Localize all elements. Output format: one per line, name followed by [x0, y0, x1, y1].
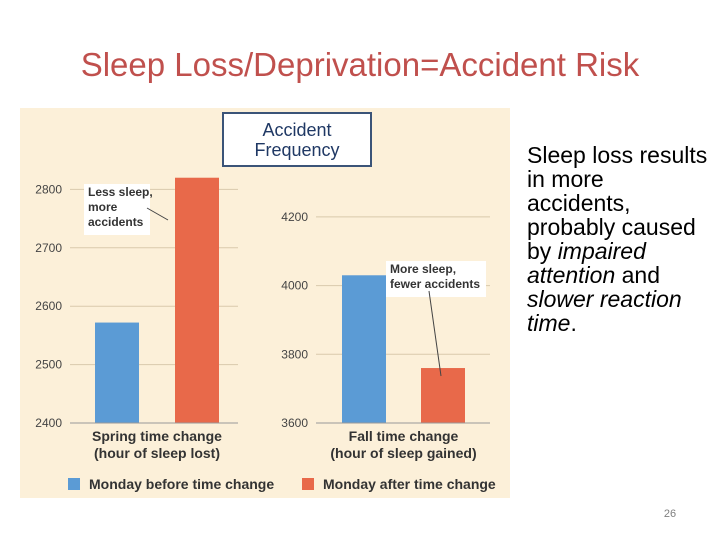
annotation-pointer [428, 290, 442, 377]
annotation-text: more [88, 200, 118, 214]
y-tick-label: 4000 [281, 279, 308, 293]
y-tick-label: 4200 [281, 210, 308, 224]
accident-frequency-label-line1: Accident [262, 120, 332, 140]
fall-panel: 3600 3800 4000 4200 Fall time change(hour of… [281, 210, 490, 461]
y-tick-label: 2700 [35, 241, 62, 255]
explanation-text-part: and [615, 262, 661, 288]
chart-panel-background [20, 108, 510, 498]
category-label: Fall time change [349, 428, 459, 444]
y-tick-label: 3800 [281, 347, 308, 361]
category-label: Spring time change [92, 428, 222, 444]
explanation-text: Sleep loss results in more accidents, pr… [527, 143, 712, 335]
category-label: (hour of sleep lost) [94, 445, 220, 461]
legend-entry: Monday after time change [323, 476, 496, 492]
annotation-text: accidents [88, 215, 144, 229]
annotation-pointer [146, 207, 169, 221]
annotation-text: fewer accidents [390, 277, 480, 291]
annotation-background [84, 184, 150, 235]
category-label: (hour of sleep gained) [330, 445, 476, 461]
y-tick-label: 2800 [35, 182, 62, 196]
chart-legend: Monday before time change Monday after ti… [68, 476, 496, 492]
bar-before [342, 275, 386, 423]
explanation-text-part: slower reaction time [527, 286, 682, 336]
explanation-text-part: impaired attention [527, 238, 646, 288]
bar-after [421, 368, 465, 423]
annotation-background [386, 261, 486, 297]
accident-frequency-label-line2: Frequency [254, 140, 340, 160]
explanation-text-part: . [570, 310, 577, 336]
bar-before [95, 322, 139, 423]
bar-after [175, 177, 219, 423]
y-tick-label: 2500 [35, 358, 62, 372]
y-tick-label: 2600 [35, 299, 62, 313]
slide-number: 26 [663, 508, 677, 520]
legend-swatch [68, 478, 80, 490]
slide-title: Sleep Loss/Deprivation=Accident Risk [80, 46, 640, 83]
annotation-text: Less sleep, [88, 185, 153, 199]
legend-swatch [302, 478, 314, 490]
accident-frequency-label-box: Accident Frequency [222, 112, 372, 167]
annotation-text: More sleep, [390, 262, 456, 276]
explanation-text-part: Sleep loss results in more accidents, pr… [527, 142, 708, 264]
y-tick-label: 2400 [35, 416, 62, 430]
legend-entry: Monday before time change [89, 476, 274, 492]
spring-panel: 2400 2500 2600 2700 2800 Spring time change(h… [35, 177, 238, 461]
y-tick-label: 3600 [281, 416, 308, 430]
